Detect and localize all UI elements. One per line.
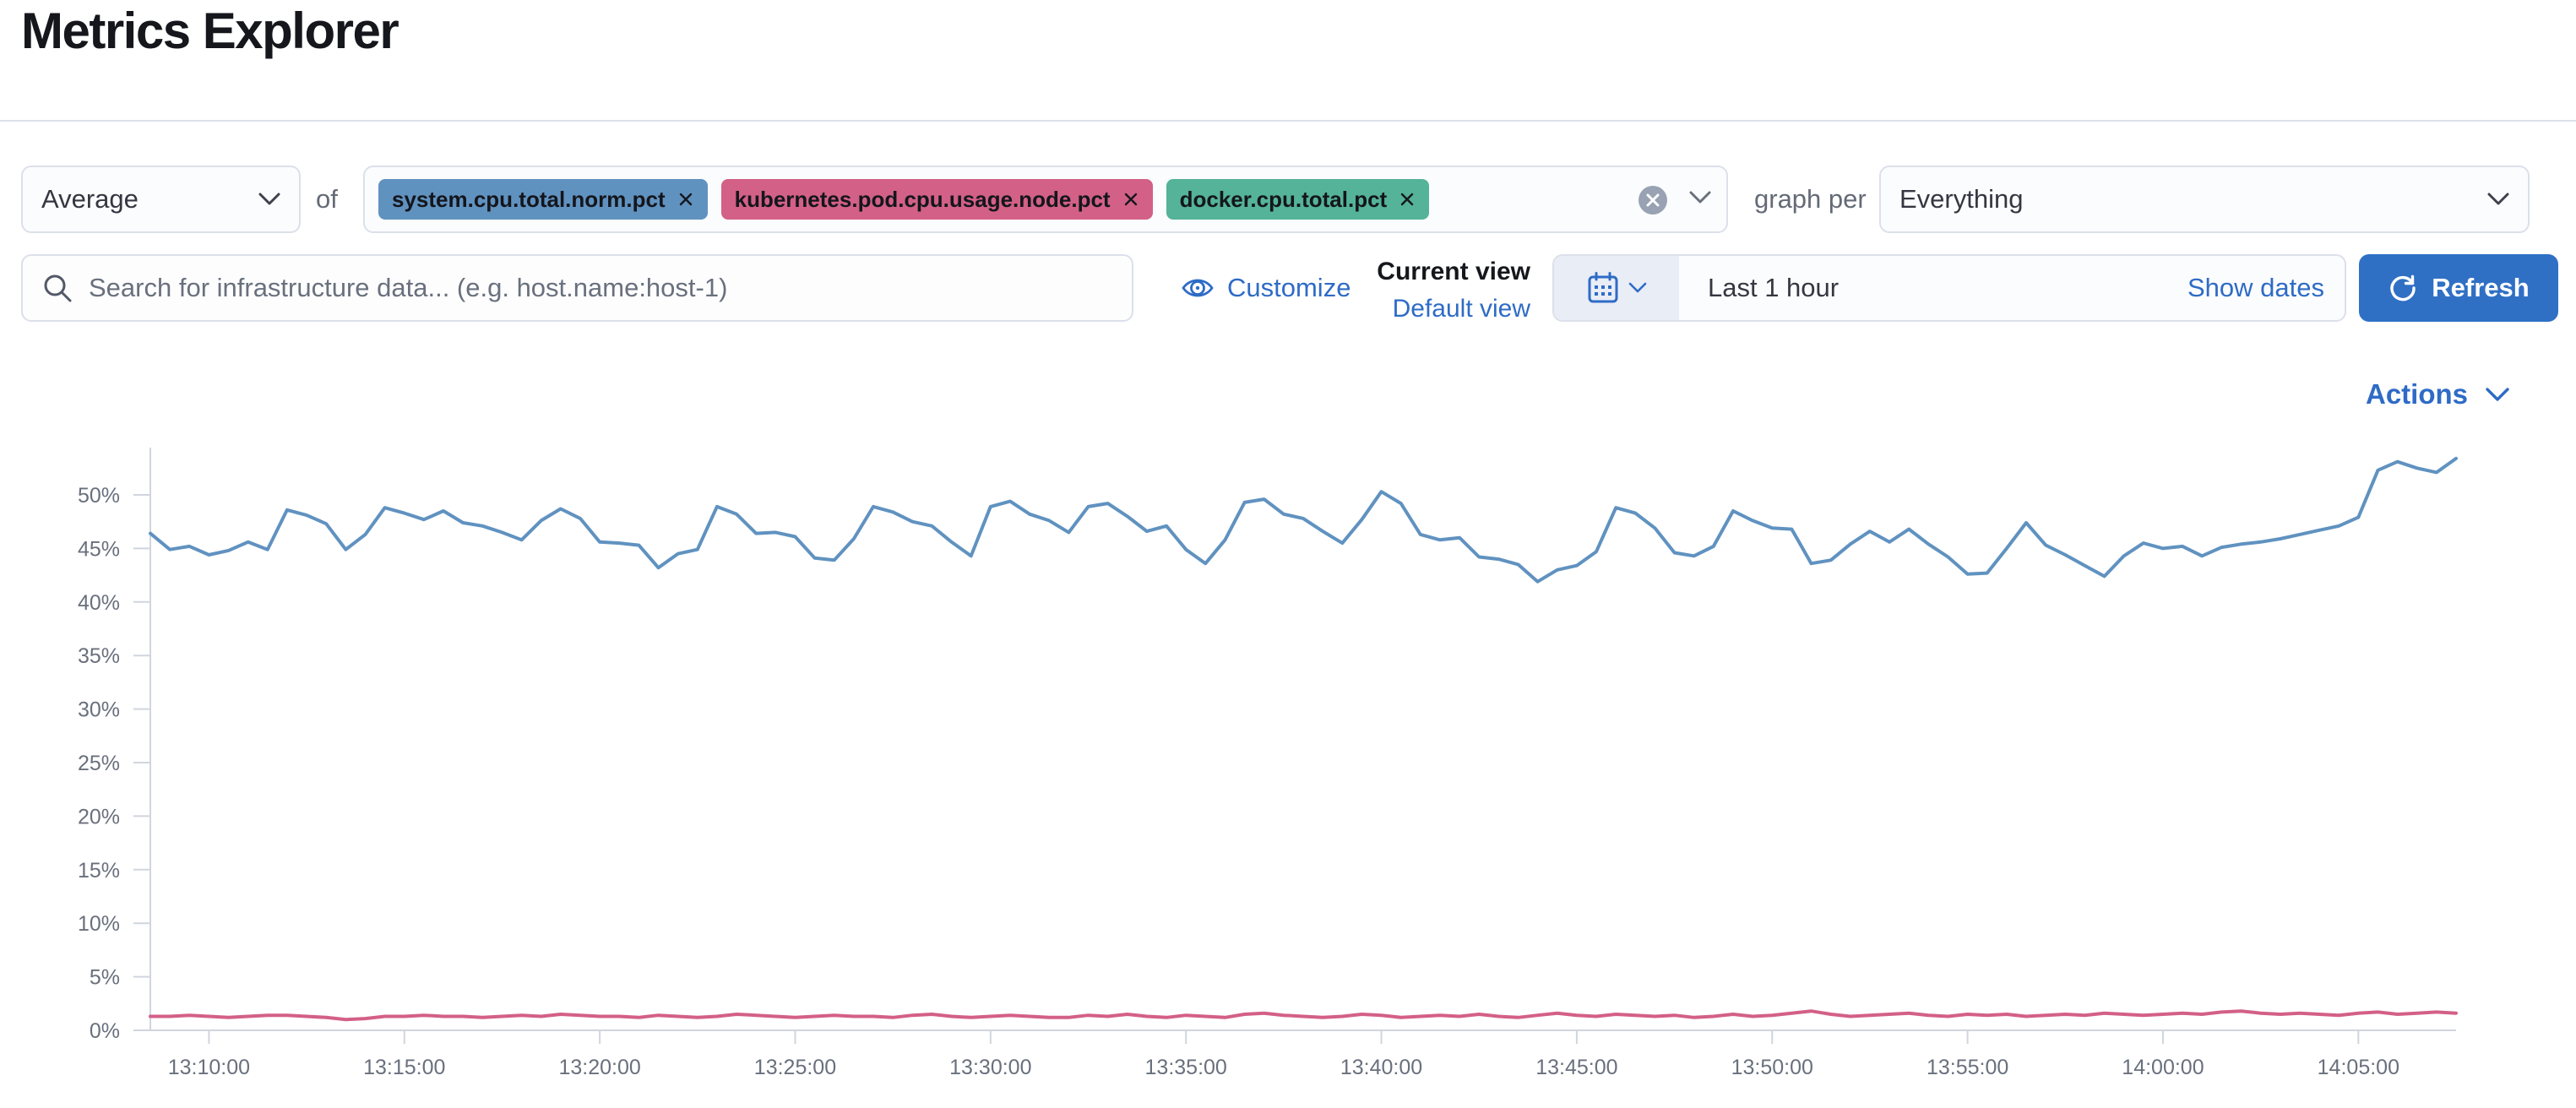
search-icon bbox=[44, 274, 72, 302]
calendar-icon bbox=[1588, 272, 1618, 303]
actions-menu-button[interactable]: Actions bbox=[2366, 378, 2510, 410]
of-label: of bbox=[316, 184, 338, 214]
search-box[interactable] bbox=[21, 254, 1133, 322]
date-range-display[interactable]: Last 1 hour Show dates bbox=[1679, 256, 2345, 320]
svg-text:13:25:00: 13:25:00 bbox=[754, 1056, 836, 1079]
chevron-down-icon bbox=[2487, 193, 2509, 204]
svg-text:13:45:00: 13:45:00 bbox=[1535, 1056, 1617, 1079]
chevron-down-icon bbox=[1628, 282, 1647, 292]
aggregation-select[interactable]: Average bbox=[21, 166, 301, 233]
svg-text:45%: 45% bbox=[78, 537, 120, 561]
chevron-down-icon bbox=[258, 193, 280, 204]
header-divider bbox=[0, 120, 2576, 122]
svg-text:25%: 25% bbox=[78, 752, 120, 775]
aggregation-value: Average bbox=[41, 184, 139, 214]
svg-text:15%: 15% bbox=[78, 859, 120, 883]
customize-label: Customize bbox=[1227, 273, 1351, 302]
refresh-button[interactable]: Refresh bbox=[2359, 254, 2558, 322]
metric-tag[interactable]: kubernetes.pod.cpu.usage.node.pct bbox=[720, 179, 1153, 220]
current-view-label: Current view bbox=[1377, 258, 1530, 285]
chevron-down-icon bbox=[2486, 387, 2509, 401]
svg-text:14:00:00: 14:00:00 bbox=[2122, 1056, 2204, 1079]
svg-text:13:30:00: 13:30:00 bbox=[949, 1056, 1031, 1079]
quick-select-button[interactable] bbox=[1554, 256, 1679, 320]
eye-icon bbox=[1182, 279, 1214, 297]
remove-tag-icon[interactable] bbox=[1122, 191, 1139, 208]
svg-text:50%: 50% bbox=[78, 484, 120, 508]
metric-tag-label: system.cpu.total.norm.pct bbox=[392, 186, 666, 212]
date-picker: Last 1 hour Show dates bbox=[1552, 254, 2346, 322]
date-range-value: Last 1 hour bbox=[1708, 273, 1840, 302]
metric-tag[interactable]: docker.cpu.total.pct bbox=[1166, 179, 1430, 220]
remove-tag-icon[interactable] bbox=[677, 191, 694, 208]
metric-tag[interactable]: system.cpu.total.norm.pct bbox=[378, 179, 708, 220]
svg-text:13:40:00: 13:40:00 bbox=[1340, 1056, 1422, 1079]
metrics-chart[interactable]: 0% 5% 10% 15% 20% 25% 30% 35% 40% 45% 50% 13:10:00 1… bbox=[0, 422, 2576, 1108]
search-input[interactable] bbox=[87, 272, 1087, 304]
refresh-icon bbox=[2390, 274, 2416, 301]
metrics-chart-canvas[interactable]: 0% 5% 10% 15% 20% 25% 30% 35% 40% 45% 50% 13:10:00 1… bbox=[0, 422, 2576, 1108]
svg-text:40%: 40% bbox=[78, 591, 120, 615]
svg-text:14:05:00: 14:05:00 bbox=[2318, 1056, 2399, 1079]
refresh-label: Refresh bbox=[2432, 273, 2530, 302]
metric-tag-label: kubernetes.pod.cpu.usage.node.pct bbox=[734, 186, 1111, 212]
remove-tag-icon[interactable] bbox=[1399, 191, 1416, 208]
svg-text:13:10:00: 13:10:00 bbox=[168, 1056, 250, 1079]
metric-tag-label: docker.cpu.total.pct bbox=[1179, 186, 1388, 212]
chevron-down-icon[interactable] bbox=[1689, 191, 1711, 205]
svg-text:20%: 20% bbox=[78, 805, 120, 828]
svg-text:35%: 35% bbox=[78, 644, 120, 668]
svg-text:5%: 5% bbox=[90, 966, 120, 990]
clear-all-icon[interactable] bbox=[1637, 184, 1669, 216]
default-view-link[interactable]: Default view bbox=[1392, 295, 1530, 323]
svg-text:13:55:00: 13:55:00 bbox=[1927, 1056, 2008, 1079]
svg-text:13:50:00: 13:50:00 bbox=[1731, 1056, 1813, 1079]
svg-text:0%: 0% bbox=[90, 1019, 120, 1043]
svg-text:10%: 10% bbox=[78, 912, 120, 936]
actions-label: Actions bbox=[2366, 378, 2469, 410]
page-title: Metrics Explorer bbox=[21, 3, 399, 59]
svg-text:13:35:00: 13:35:00 bbox=[1145, 1056, 1227, 1079]
svg-text:30%: 30% bbox=[78, 698, 120, 722]
show-dates-button[interactable]: Show dates bbox=[2187, 273, 2324, 302]
svg-text:13:15:00: 13:15:00 bbox=[363, 1056, 445, 1079]
customize-button[interactable]: Customize bbox=[1181, 254, 1350, 322]
metrics-combobox[interactable]: system.cpu.total.norm.pct kubernetes.pod… bbox=[363, 166, 1728, 233]
graph-per-label: graph per bbox=[1754, 184, 1867, 214]
view-switcher: Current view Default view bbox=[1326, 254, 1530, 325]
group-by-select[interactable]: Everything bbox=[1879, 166, 2530, 233]
svg-text:13:20:00: 13:20:00 bbox=[558, 1056, 640, 1079]
group-by-value: Everything bbox=[1899, 184, 2024, 214]
